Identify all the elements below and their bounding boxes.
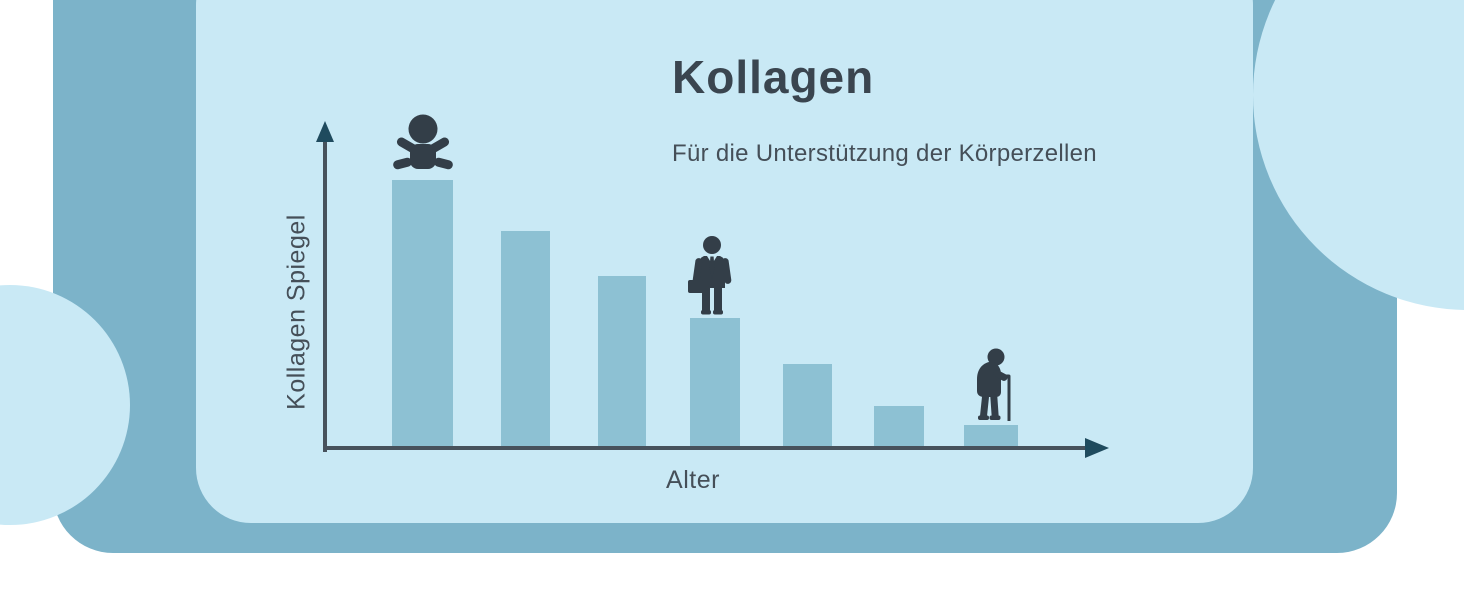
- page-title: Kollagen: [672, 51, 875, 103]
- bar-1: [392, 180, 453, 446]
- bar-5: [783, 364, 832, 446]
- bar-2: [501, 231, 550, 446]
- bar-6: [874, 406, 924, 446]
- businessman-icon: [687, 236, 735, 316]
- bar-3: [598, 276, 646, 446]
- y-axis-label: Kollagen Spiegel: [282, 214, 311, 410]
- baby-icon: [390, 114, 456, 176]
- bar-4: [690, 318, 740, 446]
- x-axis-line: [323, 446, 1088, 450]
- collagen-bar-chart: Kollagen Spiegel: [283, 114, 1123, 494]
- page-subtitle: Für die Unterstützung der Körperzellen: [672, 140, 1097, 167]
- x-axis-label: Alter: [666, 466, 720, 494]
- y-axis-line: [323, 140, 327, 452]
- x-axis-arrowhead-icon: [1085, 438, 1109, 458]
- elderly-icon: [968, 347, 1016, 423]
- y-axis-arrowhead-icon: [316, 121, 334, 142]
- bar-7: [964, 425, 1018, 446]
